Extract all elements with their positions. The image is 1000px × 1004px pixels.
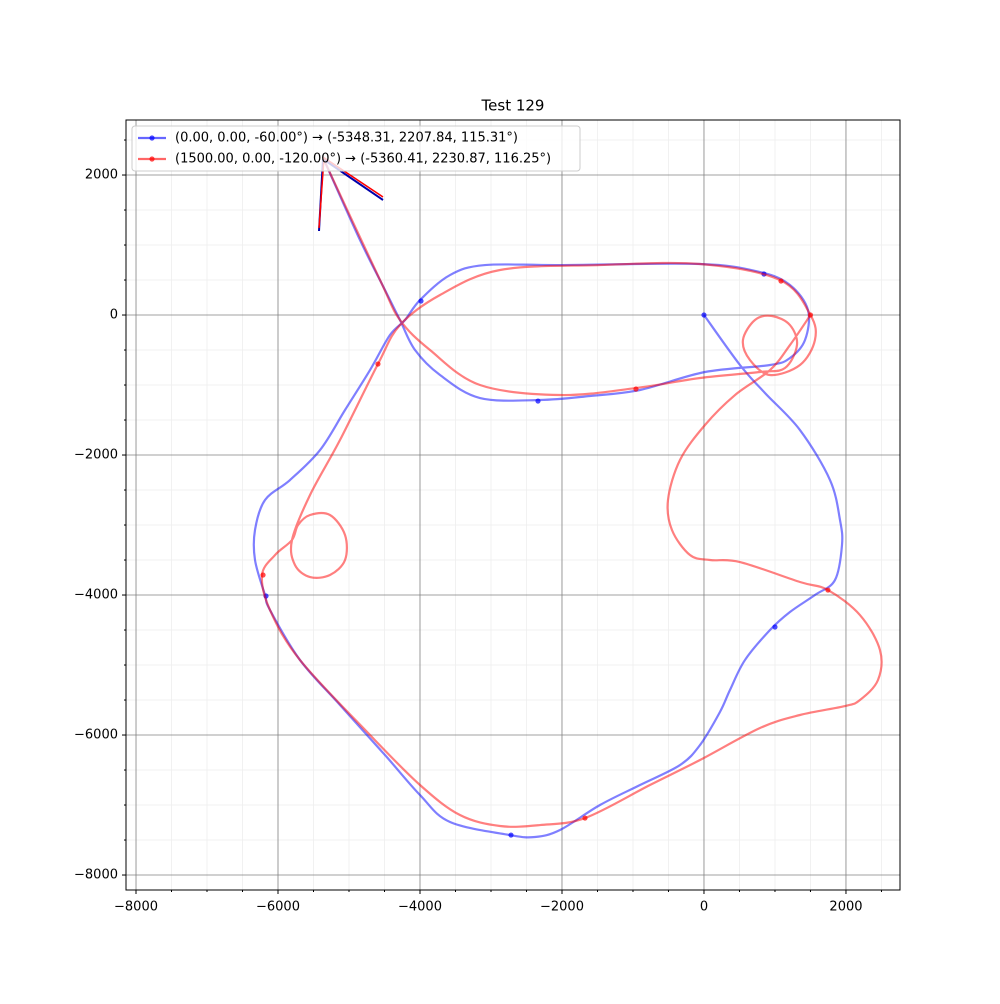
marker bbox=[375, 361, 381, 367]
x-tick-label: −8000 bbox=[114, 900, 158, 915]
legend-marker bbox=[149, 135, 155, 141]
legend-marker bbox=[149, 156, 155, 162]
marker bbox=[633, 386, 639, 392]
marker bbox=[260, 572, 266, 578]
trajectory bbox=[252, 160, 844, 839]
y-tick-label: 2000 bbox=[85, 168, 118, 183]
y-tick-label: −6000 bbox=[74, 728, 118, 743]
marker bbox=[418, 298, 424, 304]
y-tick-label: −8000 bbox=[74, 868, 118, 883]
marker bbox=[535, 398, 541, 404]
legend-label: (0.00, 0.00, -60.00°) → (-5348.31, 2207.… bbox=[175, 131, 518, 146]
x-tick-label: 0 bbox=[700, 900, 708, 915]
marker bbox=[825, 587, 831, 593]
legend-box bbox=[131, 125, 581, 172]
marker bbox=[807, 312, 814, 318]
marker bbox=[778, 278, 784, 284]
x-tick-label: −2000 bbox=[540, 900, 584, 915]
x-tick-label: 2000 bbox=[829, 900, 862, 915]
y-tick-label: −2000 bbox=[74, 448, 118, 463]
marker bbox=[508, 832, 514, 838]
x-tick-label: −6000 bbox=[256, 900, 300, 915]
legend: (0.00, 0.00, -60.00°) → (-5348.31, 2207.… bbox=[131, 125, 581, 172]
marker bbox=[772, 624, 778, 630]
y-tick-label: 0 bbox=[110, 308, 118, 323]
marker bbox=[582, 815, 588, 821]
y-tick-label: −4000 bbox=[74, 588, 118, 603]
x-tick-label: −4000 bbox=[398, 900, 442, 915]
plot-area bbox=[252, 158, 883, 839]
chart-title: Test 129 bbox=[481, 97, 545, 115]
trajectory bbox=[260, 158, 883, 828]
marker bbox=[701, 312, 707, 318]
legend-label: (1500.00, 0.00, -120.00°) → (-5360.41, 2… bbox=[175, 152, 551, 167]
axes-frame bbox=[125, 119, 901, 891]
grid bbox=[126, 120, 900, 890]
